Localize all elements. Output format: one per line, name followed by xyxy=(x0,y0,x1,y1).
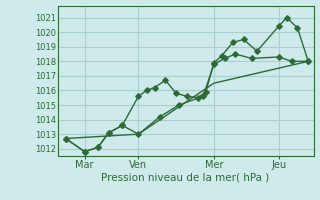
X-axis label: Pression niveau de la mer( hPa ): Pression niveau de la mer( hPa ) xyxy=(101,173,270,183)
